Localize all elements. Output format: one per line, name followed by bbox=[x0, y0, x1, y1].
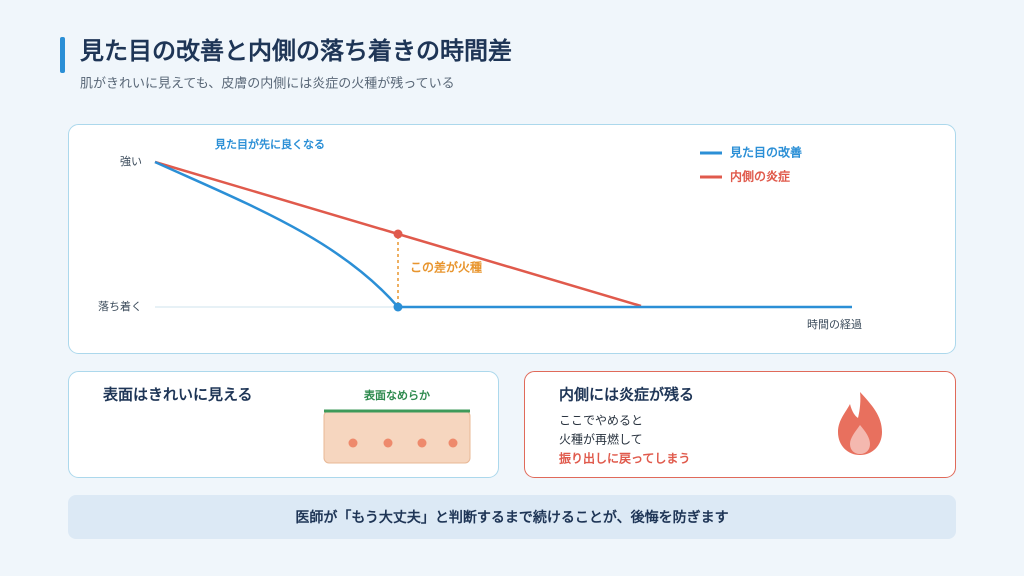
y-label: 強い bbox=[120, 155, 142, 168]
title: 見た目の改善と内側の落ち着きの時間差 bbox=[80, 37, 512, 65]
skin-label: 表面なめらか bbox=[363, 388, 430, 402]
inflammation-dot bbox=[348, 438, 358, 448]
flame-icon bbox=[838, 392, 882, 455]
inflammation-dot bbox=[383, 438, 393, 448]
skin bbox=[323, 410, 471, 464]
card-line: 火種が再燃して bbox=[559, 432, 643, 447]
card-line: 振り出しに戻ってしまう bbox=[559, 451, 690, 466]
inflammation-dot bbox=[448, 438, 458, 448]
card-title: 内側には炎症が残る bbox=[559, 386, 694, 404]
card-line: ここでやめると bbox=[559, 414, 643, 428]
flame-core bbox=[850, 425, 870, 454]
title-bar bbox=[60, 37, 65, 73]
y-label: 落ち着く bbox=[98, 299, 142, 313]
card-title: 表面はきれいに見える bbox=[102, 386, 253, 404]
appearance-line bbox=[154, 160, 852, 309]
legend-label: 見た目の改善 bbox=[729, 145, 802, 160]
footer: 医師が「もう大丈夫」と判断するまで続けることが、後悔を防ぎます bbox=[295, 509, 728, 526]
annotation: 見た目が先に良くなる bbox=[214, 137, 325, 151]
marker bbox=[393, 302, 403, 312]
inflammation-dot bbox=[417, 438, 427, 448]
marker bbox=[393, 229, 403, 239]
gap-label: この差が火種 bbox=[410, 260, 482, 275]
subtitle: 肌がきれいに見えても、皮膚の内側には炎症の火種が残っている bbox=[80, 76, 455, 92]
x-label: 時間の経過 bbox=[807, 318, 862, 331]
chart-card bbox=[68, 124, 956, 354]
legend-label: 内側の炎症 bbox=[730, 169, 790, 184]
footer-box bbox=[68, 495, 956, 539]
